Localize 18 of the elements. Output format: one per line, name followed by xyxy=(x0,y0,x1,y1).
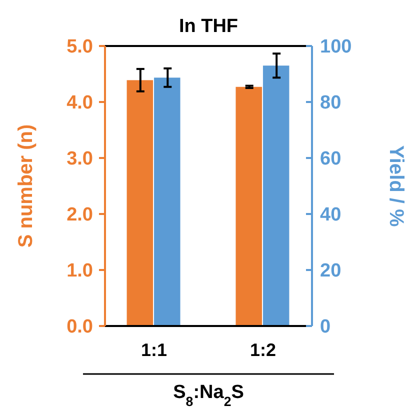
y-tick-label: 3.0 xyxy=(66,148,93,170)
y2-tick-label: 60 xyxy=(320,148,342,170)
y-tick-label: 4.0 xyxy=(66,92,93,114)
y2-tick-label: 40 xyxy=(320,204,342,226)
y-tick-label: 2.0 xyxy=(66,204,93,226)
x-axis-title: S$_{8}$:Na$_{2}$S xyxy=(173,382,244,408)
y-tick-label: 5.0 xyxy=(66,36,93,58)
chart-title: In THF xyxy=(178,16,238,37)
y-axis-title: S number (n) xyxy=(15,124,37,248)
y2-axis-title: Yield / % xyxy=(385,145,407,227)
y2-tick-label: 20 xyxy=(320,260,342,282)
y2-tick-label: 0 xyxy=(320,316,331,338)
x-tick-label: 1:1 xyxy=(141,340,168,360)
y2-tick-label: 100 xyxy=(320,36,352,58)
y-tick-label: 1.0 xyxy=(66,260,93,282)
y-tick-label: 0.0 xyxy=(66,316,93,338)
x-tick-label: 1:2 xyxy=(250,340,276,360)
y2-tick-label: 80 xyxy=(320,92,342,114)
